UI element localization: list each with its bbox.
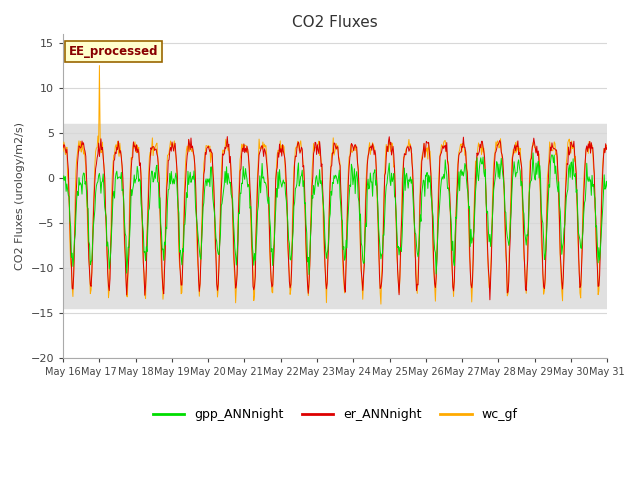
er_ANNnight bbox=[125, 252, 132, 257]
Text: EE_processed: EE_processed bbox=[68, 45, 158, 58]
gpp_ANNnight bbox=[180, 222, 188, 228]
er_ANNnight bbox=[69, 286, 77, 292]
wc_gf bbox=[60, 148, 67, 154]
gpp_ANNnight bbox=[529, 150, 537, 156]
wc_gf bbox=[95, 63, 103, 69]
gpp_ANNnight bbox=[60, 177, 67, 183]
gpp_ANNnight bbox=[209, 196, 217, 202]
gpp_ANNnight bbox=[418, 191, 426, 196]
Line: wc_gf: wc_gf bbox=[63, 66, 607, 304]
Bar bbox=[63, 124, 607, 308]
Line: er_ANNnight: er_ANNnight bbox=[63, 136, 607, 300]
gpp_ANNnight bbox=[604, 185, 611, 191]
er_ANNnight bbox=[180, 217, 188, 223]
gpp_ANNnight bbox=[305, 272, 313, 277]
er_ANNnight bbox=[486, 297, 493, 303]
Line: gpp_ANNnight: gpp_ANNnight bbox=[63, 153, 607, 275]
er_ANNnight bbox=[402, 152, 410, 158]
wc_gf bbox=[419, 151, 426, 156]
er_ANNnight bbox=[418, 158, 426, 164]
wc_gf bbox=[126, 191, 134, 196]
er_ANNnight bbox=[223, 133, 231, 139]
wc_gf bbox=[210, 185, 218, 191]
wc_gf bbox=[181, 175, 189, 180]
Title: CO2 Fluxes: CO2 Fluxes bbox=[292, 15, 378, 30]
er_ANNnight bbox=[604, 144, 611, 150]
wc_gf bbox=[69, 294, 77, 300]
Y-axis label: CO2 Fluxes (urology/m2/s): CO2 Fluxes (urology/m2/s) bbox=[15, 122, 25, 270]
wc_gf bbox=[403, 145, 410, 151]
er_ANNnight bbox=[209, 170, 217, 176]
gpp_ANNnight bbox=[402, 173, 410, 179]
Legend: gpp_ANNnight, er_ANNnight, wc_gf: gpp_ANNnight, er_ANNnight, wc_gf bbox=[148, 403, 523, 426]
gpp_ANNnight bbox=[69, 264, 77, 269]
wc_gf bbox=[377, 301, 385, 307]
er_ANNnight bbox=[60, 145, 67, 151]
wc_gf bbox=[604, 143, 611, 149]
gpp_ANNnight bbox=[125, 245, 132, 251]
